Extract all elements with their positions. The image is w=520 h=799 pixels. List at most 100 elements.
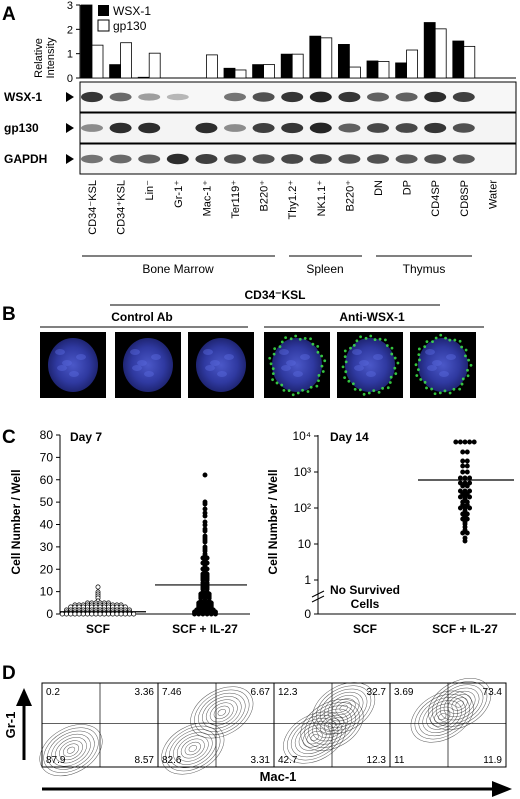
lane-labels: CD34⁻KSL CD34⁺KSL Lin⁻ Gr-1⁺ Mac-1⁺ Ter119⁺ B2… <box>87 180 499 235</box>
gr1-axis-arrow-head <box>16 688 32 706</box>
wsx1-stain <box>344 370 348 374</box>
wsx1-stain <box>273 347 277 351</box>
contour <box>217 708 226 716</box>
quadrant-ur: 6.67 <box>251 687 271 698</box>
wsx1-stain <box>415 374 419 377</box>
blot-band <box>166 93 189 101</box>
wsx1-stain <box>416 368 420 372</box>
blot-band <box>452 123 475 133</box>
c-left-point-scf <box>122 611 128 617</box>
chromatin <box>205 365 215 371</box>
chromatin <box>224 354 234 360</box>
c-left-point-scf <box>101 611 107 617</box>
blot-band <box>252 92 275 102</box>
wsx1-stain <box>287 389 291 393</box>
c-left-point-scf <box>72 611 78 617</box>
blot-band <box>309 122 332 134</box>
wsx1-stain <box>343 376 347 380</box>
blot-band <box>224 154 246 164</box>
contour <box>176 735 209 762</box>
blot-band <box>281 154 304 164</box>
wsx1-stain <box>466 374 470 378</box>
wsx1-stain <box>467 358 471 362</box>
wsx1-stain <box>448 338 452 342</box>
bar-wsx1 <box>80 4 93 79</box>
chromatin <box>210 360 220 366</box>
c-left-tick-label: 10 <box>40 585 54 599</box>
bar-wsx1 <box>109 64 121 79</box>
wsx1-stain <box>282 388 286 392</box>
c-left-point-scf-il27 <box>204 611 210 617</box>
c-right-point-scf-il27 <box>464 458 470 464</box>
wsx1-stain <box>303 337 307 340</box>
bar-gp130 <box>434 28 447 79</box>
c-left-point-scf <box>59 611 65 617</box>
contour <box>312 708 352 742</box>
contour <box>66 746 76 754</box>
c-right-point-scf-il27 <box>464 463 470 469</box>
wsx1-stain <box>390 346 394 350</box>
wsx1-stain <box>434 336 438 340</box>
blot-band <box>395 92 418 102</box>
chromatin <box>217 371 227 377</box>
c-right-point-scf-il27 <box>464 449 470 455</box>
bar-wsx1 <box>337 44 350 79</box>
wsx1-stain <box>272 352 276 356</box>
bar-y-ticks: 0 1 2 3 <box>67 0 80 85</box>
wsx1-stain <box>458 339 462 343</box>
chromatin <box>446 354 456 360</box>
c-left-point-scf-il27 <box>213 611 218 617</box>
western-blots <box>79 81 517 175</box>
wsx1-stain <box>425 340 429 344</box>
wsx1-stain <box>358 388 362 392</box>
chromatin <box>144 371 154 377</box>
c-left-ticks: 0 10 20 30 40 50 60 70 80 <box>40 428 60 621</box>
wsx1-stain <box>323 359 327 363</box>
chromatin <box>130 349 140 355</box>
wsx1-stain <box>389 375 393 379</box>
c-right-points <box>418 439 514 544</box>
c-left-point-scf-il27 <box>202 501 208 507</box>
blot-band <box>195 154 218 164</box>
bar-gp130 <box>91 44 104 79</box>
wsx1-stain <box>317 374 321 377</box>
lane-label: Thy1.2⁺ <box>287 180 299 220</box>
wsx1-stain <box>316 350 320 354</box>
c-left-point-scf-il27 <box>202 522 208 528</box>
panel-b-header: CD34⁻KSL <box>244 288 305 302</box>
contour <box>39 724 103 777</box>
contour <box>62 743 80 757</box>
chromatin <box>373 354 383 360</box>
wsx1-stain <box>458 387 462 391</box>
wsx1-stain <box>460 345 464 349</box>
c-right-axis-break-1 <box>311 590 325 598</box>
bar-wsx1 <box>137 76 150 79</box>
c-left-point-scf-il27 <box>202 528 208 534</box>
blot-band <box>138 93 161 101</box>
contour <box>308 705 356 745</box>
contour <box>438 713 447 721</box>
wsx1-stain <box>344 360 348 364</box>
contour <box>435 684 484 724</box>
c-left-tick-label: 0 <box>46 607 53 621</box>
wsx1-stain <box>271 367 275 371</box>
lane-label: DN <box>373 180 385 196</box>
legend-swatch-wsx1 <box>98 5 109 16</box>
c-left-tick-label: 40 <box>40 518 54 532</box>
wsx1-stain <box>464 354 467 358</box>
c-left-point-scf-il27 <box>202 513 208 519</box>
blot-band <box>309 154 332 164</box>
c-left-xlabel-scf: SCF <box>86 622 110 636</box>
bar-gp130 <box>263 64 276 79</box>
quadrant-ll: 11 <box>394 755 405 766</box>
contour <box>418 697 466 737</box>
wsx1-stain <box>414 363 418 367</box>
wsx1-stain <box>431 340 434 344</box>
group-label-spleen: Spleen <box>306 262 343 276</box>
quadrant-lr: 8.57 <box>135 755 155 766</box>
wsx1-stain <box>317 379 320 383</box>
quadrant-lr: 3.31 <box>251 755 271 766</box>
legend-label-gp130: gp130 <box>113 19 147 33</box>
contour <box>184 741 201 756</box>
c-right-point-scf-il27 <box>467 505 473 511</box>
